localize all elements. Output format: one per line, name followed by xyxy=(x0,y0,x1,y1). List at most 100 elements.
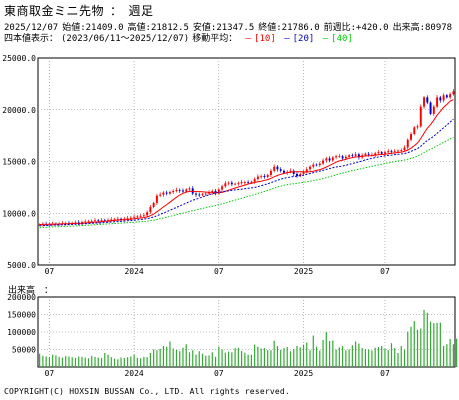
price-x-axis: 07 2024 07 2025 07 xyxy=(45,267,390,276)
legend-date-range: (2023/06/11〜2025/12/07) xyxy=(61,34,190,44)
price-x-tick-label: 07 xyxy=(380,267,390,276)
volume-bar xyxy=(133,354,135,367)
candle-body xyxy=(390,151,393,152)
candle-body xyxy=(429,102,432,114)
volume-x-tick-label: 07 xyxy=(214,369,224,378)
candle-body xyxy=(230,182,233,185)
candle-body xyxy=(107,219,110,221)
volume-bar xyxy=(241,350,243,367)
volume-bar xyxy=(368,349,370,367)
volume-bar xyxy=(270,350,272,367)
volume-bar xyxy=(315,346,318,367)
volume-bar xyxy=(332,340,334,367)
candle-body xyxy=(344,156,347,159)
candle-body xyxy=(243,182,246,183)
volume-bar xyxy=(283,348,285,367)
candle-body xyxy=(279,169,282,171)
volume-bar xyxy=(345,350,347,367)
volume-bar xyxy=(126,357,129,367)
candle-body xyxy=(393,151,396,152)
instrument-name: 東商取金ミニ先物 xyxy=(4,4,105,18)
volume-bar xyxy=(231,352,233,367)
volume-bar xyxy=(449,339,451,367)
info-change: 前週比:+420.0 xyxy=(323,23,389,33)
volume-bar xyxy=(342,346,344,367)
ma-line-10 xyxy=(39,99,454,226)
candle-body xyxy=(351,155,354,157)
candle-body xyxy=(188,188,191,190)
volume-bar xyxy=(81,356,83,367)
volume-bar xyxy=(110,357,112,367)
volume-bar xyxy=(306,342,308,367)
candle-body xyxy=(172,190,175,193)
ma-line-40 xyxy=(39,136,454,229)
volume-bar xyxy=(172,348,174,367)
volume-bar xyxy=(312,335,314,367)
candle-body xyxy=(423,97,426,107)
volume-bar xyxy=(452,344,454,367)
price-x-tick-label: 07 xyxy=(214,267,224,276)
candle-body xyxy=(354,154,357,156)
moving-average-lines xyxy=(39,99,454,229)
candle-body xyxy=(162,192,165,195)
candle-body xyxy=(299,173,302,176)
volume-bar xyxy=(48,357,51,367)
price-y-axis: 25000.0 20000.0 15000.0 10000.0 5000.0 xyxy=(2,54,36,270)
candle-body xyxy=(178,189,181,191)
candle-body xyxy=(74,222,77,224)
candle-body xyxy=(445,95,448,98)
volume-bar xyxy=(153,349,155,367)
candle-body xyxy=(273,166,276,171)
candle-body xyxy=(221,186,224,190)
candle-body xyxy=(94,220,96,222)
volume-bar xyxy=(293,348,295,367)
candle-body xyxy=(256,176,259,180)
volume-bar xyxy=(182,347,184,367)
candle-body xyxy=(309,166,312,170)
volume-bar xyxy=(296,346,298,367)
candle-body xyxy=(136,216,139,218)
candle-body xyxy=(410,134,412,140)
volume-bar xyxy=(325,332,327,367)
volume-y-tick-label: 50000 xyxy=(12,346,36,355)
candle-body xyxy=(348,155,351,157)
candle-body xyxy=(100,219,103,221)
info-date: 2025/12/07 xyxy=(4,23,59,33)
volume-bar xyxy=(322,340,324,367)
volume-bar xyxy=(52,354,54,367)
volume-bar xyxy=(423,309,425,367)
candle-body xyxy=(312,164,315,167)
candle-body xyxy=(142,215,145,217)
volume-bar xyxy=(146,357,148,367)
volume-bar xyxy=(416,329,419,367)
volume-bar xyxy=(446,344,448,367)
volume-bar xyxy=(413,321,415,367)
info-close: 終値:21786.0 xyxy=(258,23,320,33)
volume-bar xyxy=(65,356,67,367)
candle-body xyxy=(234,183,237,185)
legend-ma20-swatch: — xyxy=(284,34,290,44)
volume-bar xyxy=(280,349,282,367)
legend-ma10-swatch: — xyxy=(245,34,252,44)
candle-body xyxy=(139,215,142,217)
candle-body xyxy=(302,171,305,174)
candle-body xyxy=(211,190,214,193)
candle-body xyxy=(103,219,106,221)
volume-bar xyxy=(227,351,230,367)
candle-body xyxy=(240,182,243,184)
candle-body xyxy=(315,164,318,166)
volume-bar xyxy=(42,355,44,367)
volume-bar xyxy=(302,344,305,367)
volume-bar xyxy=(328,341,331,367)
legend-ma40-swatch: — xyxy=(322,34,329,44)
volume-bar xyxy=(97,357,99,367)
volume-bar xyxy=(175,349,178,367)
volume-bar xyxy=(123,357,125,367)
candle-body xyxy=(129,217,132,219)
volume-bar xyxy=(439,322,441,367)
legend-ohlc-label: 四本値表示： xyxy=(4,34,59,44)
volume-bar xyxy=(237,347,239,367)
candle-body xyxy=(377,152,380,154)
candle-body xyxy=(38,224,41,226)
legend-ma10-label: [10] xyxy=(254,34,276,44)
